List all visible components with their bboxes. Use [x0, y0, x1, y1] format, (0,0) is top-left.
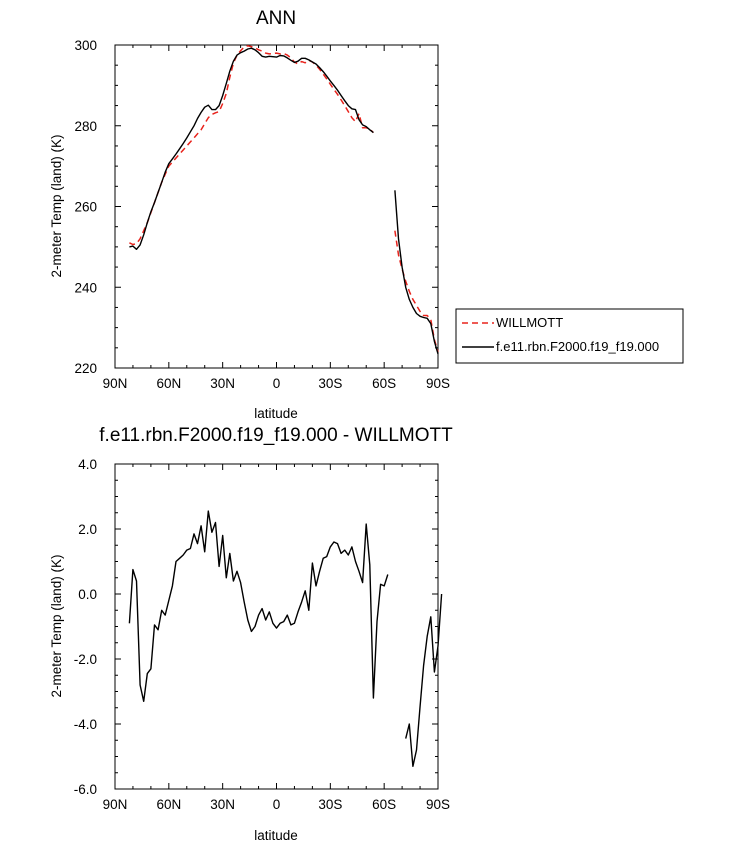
top-chart-y-axis-label: 2-meter Temp (land) (K)	[49, 134, 64, 277]
series-line-model	[405, 593, 443, 767]
y-tick-label: 0.0	[78, 587, 97, 602]
x-tick-label: 60S	[372, 797, 396, 812]
bottom-chart-series	[128, 510, 443, 767]
series-line-model	[128, 510, 389, 702]
bottom-chart-x-axis-label: latitude	[254, 828, 298, 843]
legend-label-model: f.e11.rbn.F2000.f19_f19.000	[496, 339, 659, 354]
y-tick-label: 260	[74, 200, 97, 215]
x-tick-label: 90N	[103, 376, 128, 391]
y-tick-label: 280	[74, 119, 97, 134]
series-line-willmott	[129, 45, 374, 246]
top-chart-title: ANN	[256, 8, 296, 29]
bottom-chart-title: f.e11.rbn.F2000.f19_f19.000 - WILLMOTT	[99, 425, 453, 446]
y-tick-label: 300	[74, 38, 97, 53]
x-tick-label: 90S	[426, 797, 450, 812]
x-tick-label: 60N	[156, 797, 181, 812]
series-line-model	[129, 47, 374, 251]
top-chart-x-axis-label: latitude	[254, 406, 298, 421]
top-chart-series	[129, 45, 439, 355]
x-tick-label: 60N	[156, 376, 181, 391]
top-chart-legend: WILLMOTT f.e11.rbn.F2000.f19_f19.000	[455, 308, 684, 364]
top-chart-plot-frame	[114, 44, 439, 369]
x-tick-label: 0	[273, 376, 281, 391]
top-chart-ticks: 90N 60N 30N 0 30S 60S 90S 220 240 260 280 300	[74, 38, 450, 391]
y-tick-label: 220	[74, 361, 97, 376]
x-tick-label: 30N	[210, 797, 235, 812]
x-tick-label: 90N	[103, 797, 128, 812]
series-line-model	[394, 190, 439, 355]
bottom-chart-panel: f.e11.rbn.F2000.f19_f19.000 - WILLMOTT 9…	[49, 425, 453, 843]
legend-label-willmott: WILLMOTT	[496, 315, 563, 330]
x-tick-label: 30S	[318, 376, 342, 391]
x-tick-label: 90S	[426, 376, 450, 391]
y-tick-label: 4.0	[78, 457, 97, 472]
x-tick-label: 30S	[318, 797, 342, 812]
y-tick-label: -6.0	[74, 782, 97, 797]
bottom-chart-plot-frame	[114, 463, 439, 790]
y-tick-label: -2.0	[74, 652, 97, 667]
x-tick-label: 0	[273, 797, 281, 812]
y-tick-label: 2.0	[78, 522, 97, 537]
x-tick-label: 30N	[210, 376, 235, 391]
x-tick-label: 60S	[372, 376, 396, 391]
top-chart-panel: ANN 90N 60N 30N 0 30S 60S 90S 220 240 260 280 300 l…	[49, 8, 450, 421]
y-tick-label: -4.0	[74, 717, 97, 732]
bottom-chart-y-axis-label: 2-meter Temp (land) (K)	[49, 554, 64, 697]
bottom-chart-ticks: 90N 60N 30N 0 30S 60S 90S -6.0 -4.0 -2.0 0.0 2.0 4.0	[74, 457, 450, 812]
legend-box	[455, 308, 684, 364]
y-tick-label: 240	[74, 280, 97, 295]
series-line-willmott	[394, 230, 439, 353]
